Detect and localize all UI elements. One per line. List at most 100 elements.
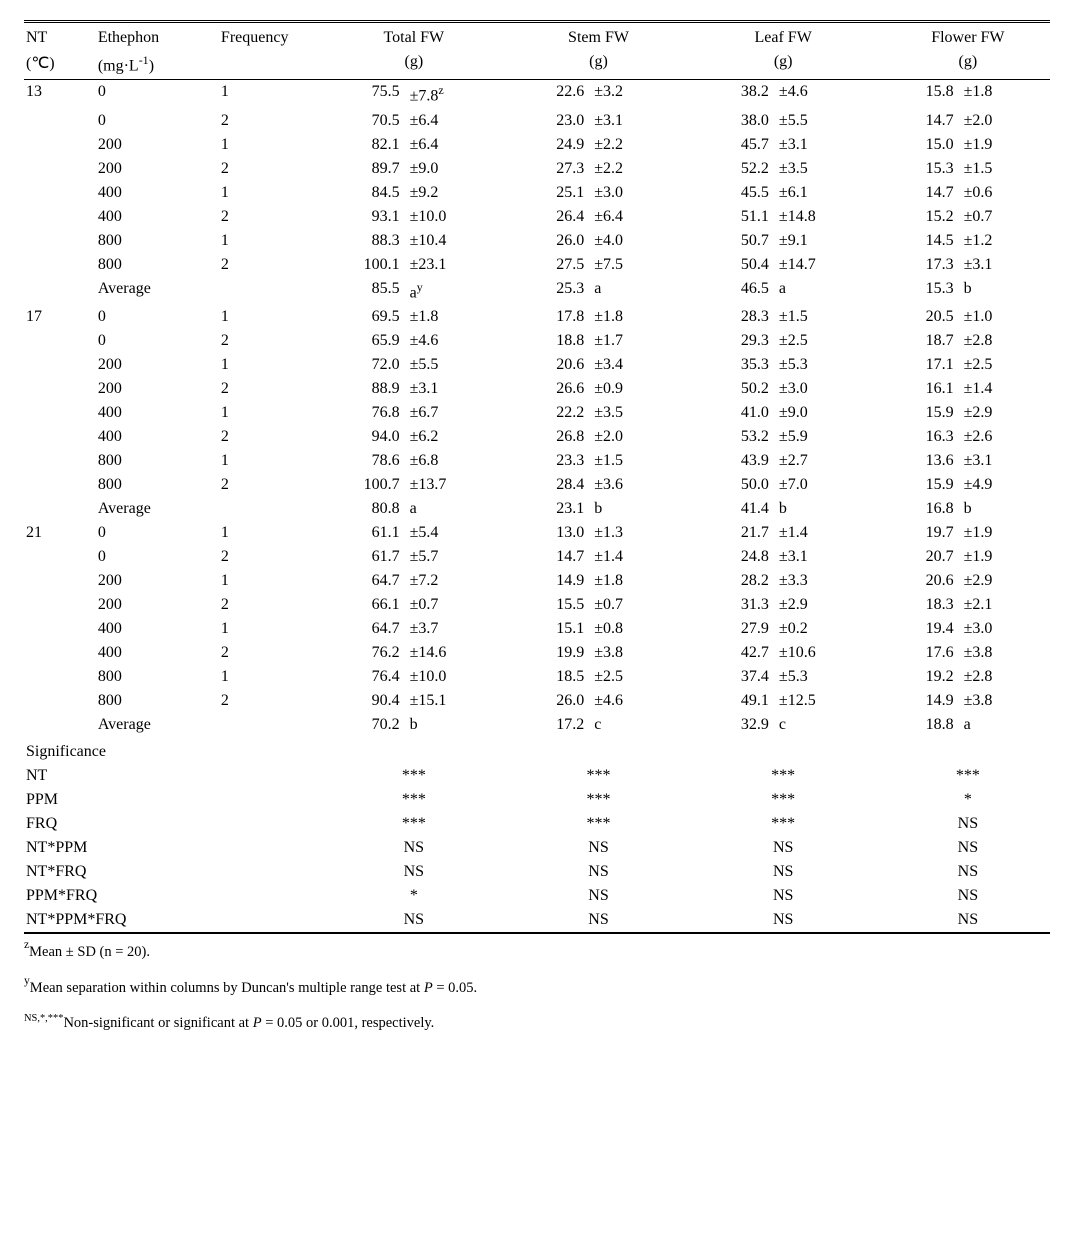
flower-value: 14.7 (886, 109, 958, 133)
flower-sd: ±1.0 (958, 305, 1050, 329)
frequency-cell: 1 (219, 133, 332, 157)
stem-sd: ±1.4 (588, 545, 680, 569)
stem-value: 27.3 (516, 157, 588, 181)
significance-stem: *** (516, 812, 680, 836)
avg-stem-sd: a (588, 277, 680, 305)
stem-value: 26.0 (516, 689, 588, 713)
significance-row: NT************ (24, 764, 1050, 788)
leaf-value: 35.3 (701, 353, 773, 377)
stem-sd: ±2.5 (588, 665, 680, 689)
total-sd: ±10.0 (404, 665, 496, 689)
nt-cell (24, 473, 96, 497)
total-value: 93.1 (332, 205, 404, 229)
flower-value: 20.5 (886, 305, 958, 329)
flower-value: 14.7 (886, 181, 958, 205)
leaf-value: 37.4 (701, 665, 773, 689)
total-value: 65.9 (332, 329, 404, 353)
leaf-value: 29.3 (701, 329, 773, 353)
frequency-cell: 2 (219, 205, 332, 229)
significance-total: * (332, 884, 496, 908)
leaf-value: 50.4 (701, 253, 773, 277)
leaf-sd: ±0.2 (773, 617, 865, 641)
total-value: 64.7 (332, 617, 404, 641)
total-value: 94.0 (332, 425, 404, 449)
ethephon-cell: 400 (96, 617, 219, 641)
flower-sd: ±3.8 (958, 689, 1050, 713)
flower-sd: ±0.6 (958, 181, 1050, 205)
ethephon-cell: 200 (96, 377, 219, 401)
table-row: 200182.1±6.424.9±2.245.7±3.115.0±1.9 (24, 133, 1050, 157)
avg-leaf-value: 41.4 (701, 497, 773, 521)
flower-value: 17.3 (886, 253, 958, 277)
frequency-cell: 1 (219, 181, 332, 205)
flower-value: 14.5 (886, 229, 958, 253)
frequency-cell: 2 (219, 545, 332, 569)
stem-value: 26.4 (516, 205, 588, 229)
total-sd: ±6.8 (404, 449, 496, 473)
significance-row: NT*PPMNSNSNSNS (24, 836, 1050, 860)
avg-flower-sd: a (958, 713, 1050, 737)
leaf-value: 53.2 (701, 425, 773, 449)
flower-value: 16.1 (886, 377, 958, 401)
total-value: 84.5 (332, 181, 404, 205)
frequency-cell: 2 (219, 473, 332, 497)
nt-cell (24, 641, 96, 665)
frequency-cell: 2 (219, 253, 332, 277)
total-sd: ±14.6 (404, 641, 496, 665)
total-value: 90.4 (332, 689, 404, 713)
significance-leaf: *** (701, 812, 865, 836)
avg-total-sd: b (404, 713, 496, 737)
significance-row: NT*PPM*FRQNSNSNSNS (24, 908, 1050, 933)
nt-cell (24, 617, 96, 641)
stem-value: 15.5 (516, 593, 588, 617)
data-table: NT Ethephon Frequency Total FW Stem FW L… (24, 20, 1050, 933)
leaf-sd: ±14.8 (773, 205, 865, 229)
avg-total-value: 80.8 (332, 497, 404, 521)
footnote-y: yMean separation within columns by Dunca… (24, 972, 1050, 1002)
flower-value: 19.2 (886, 665, 958, 689)
significance-total: *** (332, 764, 496, 788)
table-row: 170169.5±1.817.8±1.828.3±1.520.5±1.0 (24, 305, 1050, 329)
total-sd: ±7.8z (404, 80, 496, 109)
significance-flower: * (886, 788, 1050, 812)
flower-sd: ±3.8 (958, 641, 1050, 665)
leaf-sd: ±3.3 (773, 569, 865, 593)
table-row: 400293.1±10.026.4±6.451.1±14.815.2±0.7 (24, 205, 1050, 229)
significance-row: PPM********** (24, 788, 1050, 812)
stem-sd: ±1.8 (588, 305, 680, 329)
significance-stem: *** (516, 788, 680, 812)
stem-value: 22.6 (516, 80, 588, 109)
average-row: Average85.5ay25.3a46.5a15.3b (24, 277, 1050, 305)
total-sd: ±9.0 (404, 157, 496, 181)
footnote-ns: NS,*,***Non-significant or significant a… (24, 1009, 1050, 1037)
flower-sd: ±1.9 (958, 545, 1050, 569)
ethephon-cell: 200 (96, 133, 219, 157)
total-value: 76.8 (332, 401, 404, 425)
significance-leaf: NS (701, 836, 865, 860)
flower-value: 19.7 (886, 521, 958, 545)
stem-sd: ±1.8 (588, 569, 680, 593)
total-value: 72.0 (332, 353, 404, 377)
stem-value: 14.7 (516, 545, 588, 569)
avg-flower-value: 16.8 (886, 497, 958, 521)
total-value: 82.1 (332, 133, 404, 157)
flower-value: 18.3 (886, 593, 958, 617)
footnote-z: zMean ± SD (n = 20). (24, 933, 1050, 966)
total-sd: ±6.4 (404, 109, 496, 133)
leaf-sd: ±5.9 (773, 425, 865, 449)
ethephon-cell: 0 (96, 521, 219, 545)
ethephon-cell: 400 (96, 641, 219, 665)
significance-stem: NS (516, 860, 680, 884)
total-sd: ±4.6 (404, 329, 496, 353)
total-sd: ±1.8 (404, 305, 496, 329)
col-nt-label: NT (24, 22, 96, 51)
nt-cell (24, 181, 96, 205)
total-sd: ±15.1 (404, 689, 496, 713)
leaf-sd: ±6.1 (773, 181, 865, 205)
total-sd: ±0.7 (404, 593, 496, 617)
frequency-cell: 2 (219, 157, 332, 181)
avg-flower-sd: b (958, 277, 1050, 305)
stem-sd: ±3.8 (588, 641, 680, 665)
significance-header-row: Significance (24, 737, 1050, 764)
stem-value: 26.8 (516, 425, 588, 449)
